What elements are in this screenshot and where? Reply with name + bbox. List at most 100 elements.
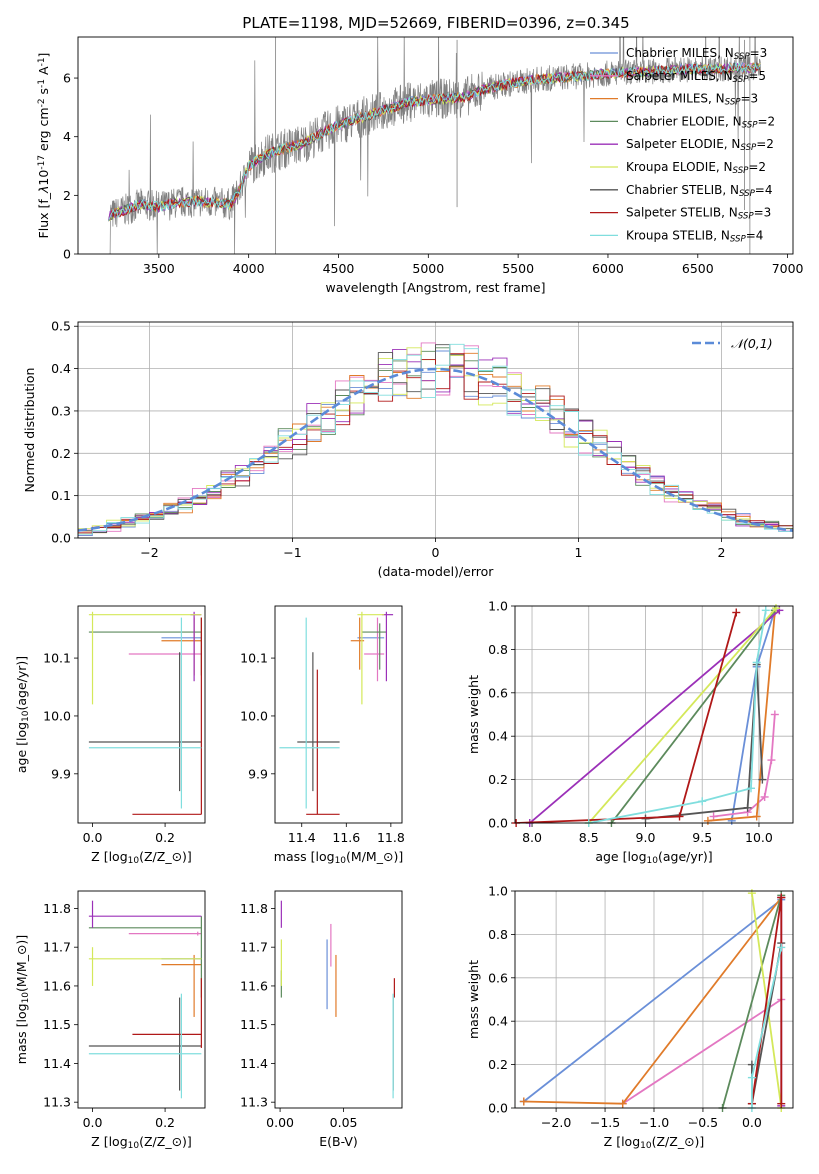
legend-label: Chabrier MILES, NSSP=3	[626, 46, 767, 62]
weight-marker	[747, 1073, 756, 1082]
y-tick-label: 11.4	[240, 1056, 268, 1071]
x-tick-label: −1.0	[639, 1115, 669, 1130]
y-tick-label: 1.0	[488, 599, 508, 614]
legend-label: 𝒩(0,1)	[731, 336, 773, 351]
weight-marker	[709, 812, 718, 821]
axes-mass_age: 11.4 11.6 11.8 9.9 10.0 10.1 mass [log10(M/M_⊙…	[240, 611, 405, 866]
y-tick-label: 10.0	[240, 708, 268, 723]
weight-line	[721, 895, 783, 1108]
y-tick-label: 0.8	[488, 642, 508, 657]
y-tick-label: 9.9	[51, 766, 71, 781]
z_weight-frame	[514, 890, 794, 1109]
x-axis-label: mass [log10(M/M_⊙)]	[274, 849, 403, 866]
y-tick-label: 0.8	[488, 927, 508, 942]
ebv_mass-frame	[274, 890, 403, 1109]
age_weight-frame	[514, 605, 794, 824]
axes-ebv_mass: 0.00 0.05 11.3 11.4 11.5 11.6 11.7 11.8 E(B-V)	[240, 900, 395, 1149]
x-tick-label: 4500	[323, 261, 355, 276]
x-tick-label: 6500	[682, 261, 714, 276]
x-tick-label: 0.0	[742, 1115, 762, 1130]
x-axis-label: Z [log10(Z/Z_⊙)]	[91, 1134, 192, 1151]
x-tick-label: 4000	[233, 261, 265, 276]
x-tick-label: 8.5	[579, 830, 599, 845]
x-tick-label: −2.0	[541, 1115, 571, 1130]
y-tick-label: 0.0	[488, 816, 508, 831]
y-tick-label: 1.0	[488, 884, 508, 899]
spectrum-legend: Chabrier MILES, NSSP=3 Salpeter MILES, NS…	[590, 46, 775, 244]
y-tick-label: 0.2	[488, 1057, 508, 1072]
x-tick-label: 1	[575, 545, 583, 560]
y-axis-label: age [log10(age/yr)]	[14, 656, 31, 773]
x-tick-label: 3500	[143, 261, 175, 276]
y-tick-label: 0.4	[51, 361, 71, 376]
y-tick-label: 10.1	[43, 651, 71, 666]
x-tick-label: −0.5	[688, 1115, 718, 1130]
weight-marker	[767, 756, 776, 765]
weight-marker	[761, 606, 770, 615]
weight-line	[588, 610, 767, 823]
model-curve	[108, 61, 761, 222]
x-tick-label: 0.2	[155, 830, 175, 845]
y-tick-label: 0.6	[488, 685, 508, 700]
y-tick-label: 11.5	[240, 1017, 268, 1032]
y-tick-label: 0.5	[51, 319, 71, 334]
weight-marker	[777, 893, 786, 902]
observed-spectrum	[108, 37, 762, 254]
x-tick-label: 5500	[502, 261, 534, 276]
mass_age-frame	[274, 605, 403, 824]
y-tick-label: 0	[63, 247, 71, 262]
y-tick-label: 2	[63, 188, 71, 203]
weight-marker	[752, 812, 761, 821]
z_mass-frame	[77, 890, 206, 1109]
axes-spectrum: 3500 4000 4500 5000 5500 6000 6500 7000 0 2 4 6 wave…	[36, 37, 804, 295]
x-tick-label: 6000	[592, 261, 624, 276]
weight-marker	[675, 812, 684, 821]
x-axis-label: wavelength [Angstrom, rest frame]	[325, 280, 545, 295]
y-axis-label: mass weight	[466, 960, 481, 1039]
y-tick-label: 11.6	[43, 978, 71, 993]
x-tick-label: 5000	[412, 261, 444, 276]
weight-line	[622, 998, 782, 1105]
weight-marker	[618, 1099, 627, 1108]
x-tick-label: 0.00	[266, 1115, 294, 1130]
y-tick-label: 10.0	[43, 708, 71, 723]
weight-marker	[771, 604, 780, 613]
y-tick-label: 10.1	[240, 651, 268, 666]
y-tick-label: 0.0	[488, 1101, 508, 1116]
legend-label: Salpeter STELIB, NSSP=3	[626, 206, 771, 222]
y-tick-label: 0.6	[488, 970, 508, 985]
z_age-frame	[77, 605, 206, 824]
y-tick-label: 4	[63, 129, 71, 144]
weight-line	[645, 664, 764, 820]
x-tick-label: −2	[140, 545, 158, 560]
x-tick-label: 2	[718, 545, 726, 560]
x-axis-label: Z [log10(Z/Z_⊙)]	[91, 849, 192, 866]
y-tick-label: 11.8	[240, 901, 268, 916]
weight-marker	[760, 792, 769, 801]
y-tick-label: 0.2	[51, 446, 71, 461]
y-tick-label: 9.9	[248, 766, 268, 781]
weight-line	[588, 607, 777, 823]
y-tick-label: 0.4	[488, 729, 508, 744]
y-tick-label: 6	[63, 71, 71, 86]
weight-line	[610, 609, 776, 823]
y-tick-label: 0.1	[51, 488, 71, 503]
x-tick-label: 11.8	[377, 830, 405, 845]
y-tick-label: 11.5	[43, 1017, 71, 1032]
legend-label: Kroupa STELIB, NSSP=4	[626, 228, 763, 244]
y-tick-label: 11.6	[240, 978, 268, 993]
x-axis-label: Z [log10(Z/Z_⊙)]	[604, 1134, 705, 1151]
x-axis-label: (data-model)/error	[378, 564, 495, 579]
residual-histogram	[78, 343, 793, 536]
legend-label: Kroupa MILES, NSSP=3	[626, 92, 758, 108]
weight-marker	[743, 803, 752, 812]
y-tick-label: 11.3	[43, 1095, 71, 1110]
y-tick-label: 0.3	[51, 403, 71, 418]
x-tick-label: 0.2	[155, 1115, 175, 1130]
x-tick-label: 0.0	[83, 830, 103, 845]
y-axis-label: Flux [f_λ10-17 erg cm-2 s-1 A-1]	[36, 53, 51, 239]
weight-marker	[698, 797, 707, 806]
legend-label: Chabrier STELIB, NSSP=4	[626, 183, 773, 199]
weight-marker	[732, 608, 741, 617]
x-axis-label: age [log10(age/yr)]	[595, 849, 712, 866]
